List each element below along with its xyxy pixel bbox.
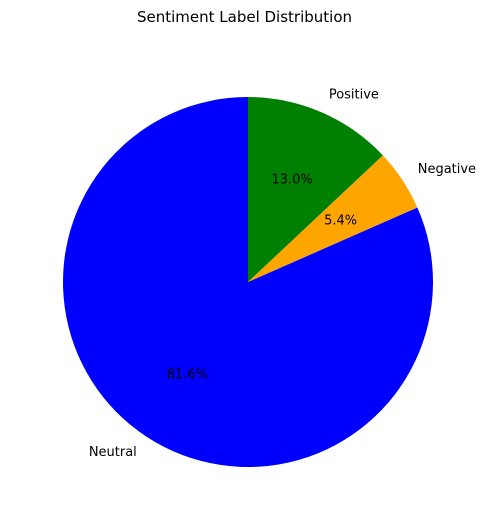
slice-label-neutral: Neutral xyxy=(89,445,137,460)
pie-slice-negative xyxy=(248,155,418,282)
pct-label-positive: 13.0% xyxy=(271,173,312,188)
pie-slice-neutral xyxy=(63,97,434,467)
slice-label-negative: Negative xyxy=(418,162,476,177)
slice-label-positive: Positive xyxy=(329,88,379,103)
chart-title: Sentiment Label Distribution xyxy=(136,8,353,26)
pie-slice-positive xyxy=(248,97,383,282)
pct-label-neutral: 81.6% xyxy=(167,367,208,382)
pct-label-negative: 5.4% xyxy=(324,213,357,228)
